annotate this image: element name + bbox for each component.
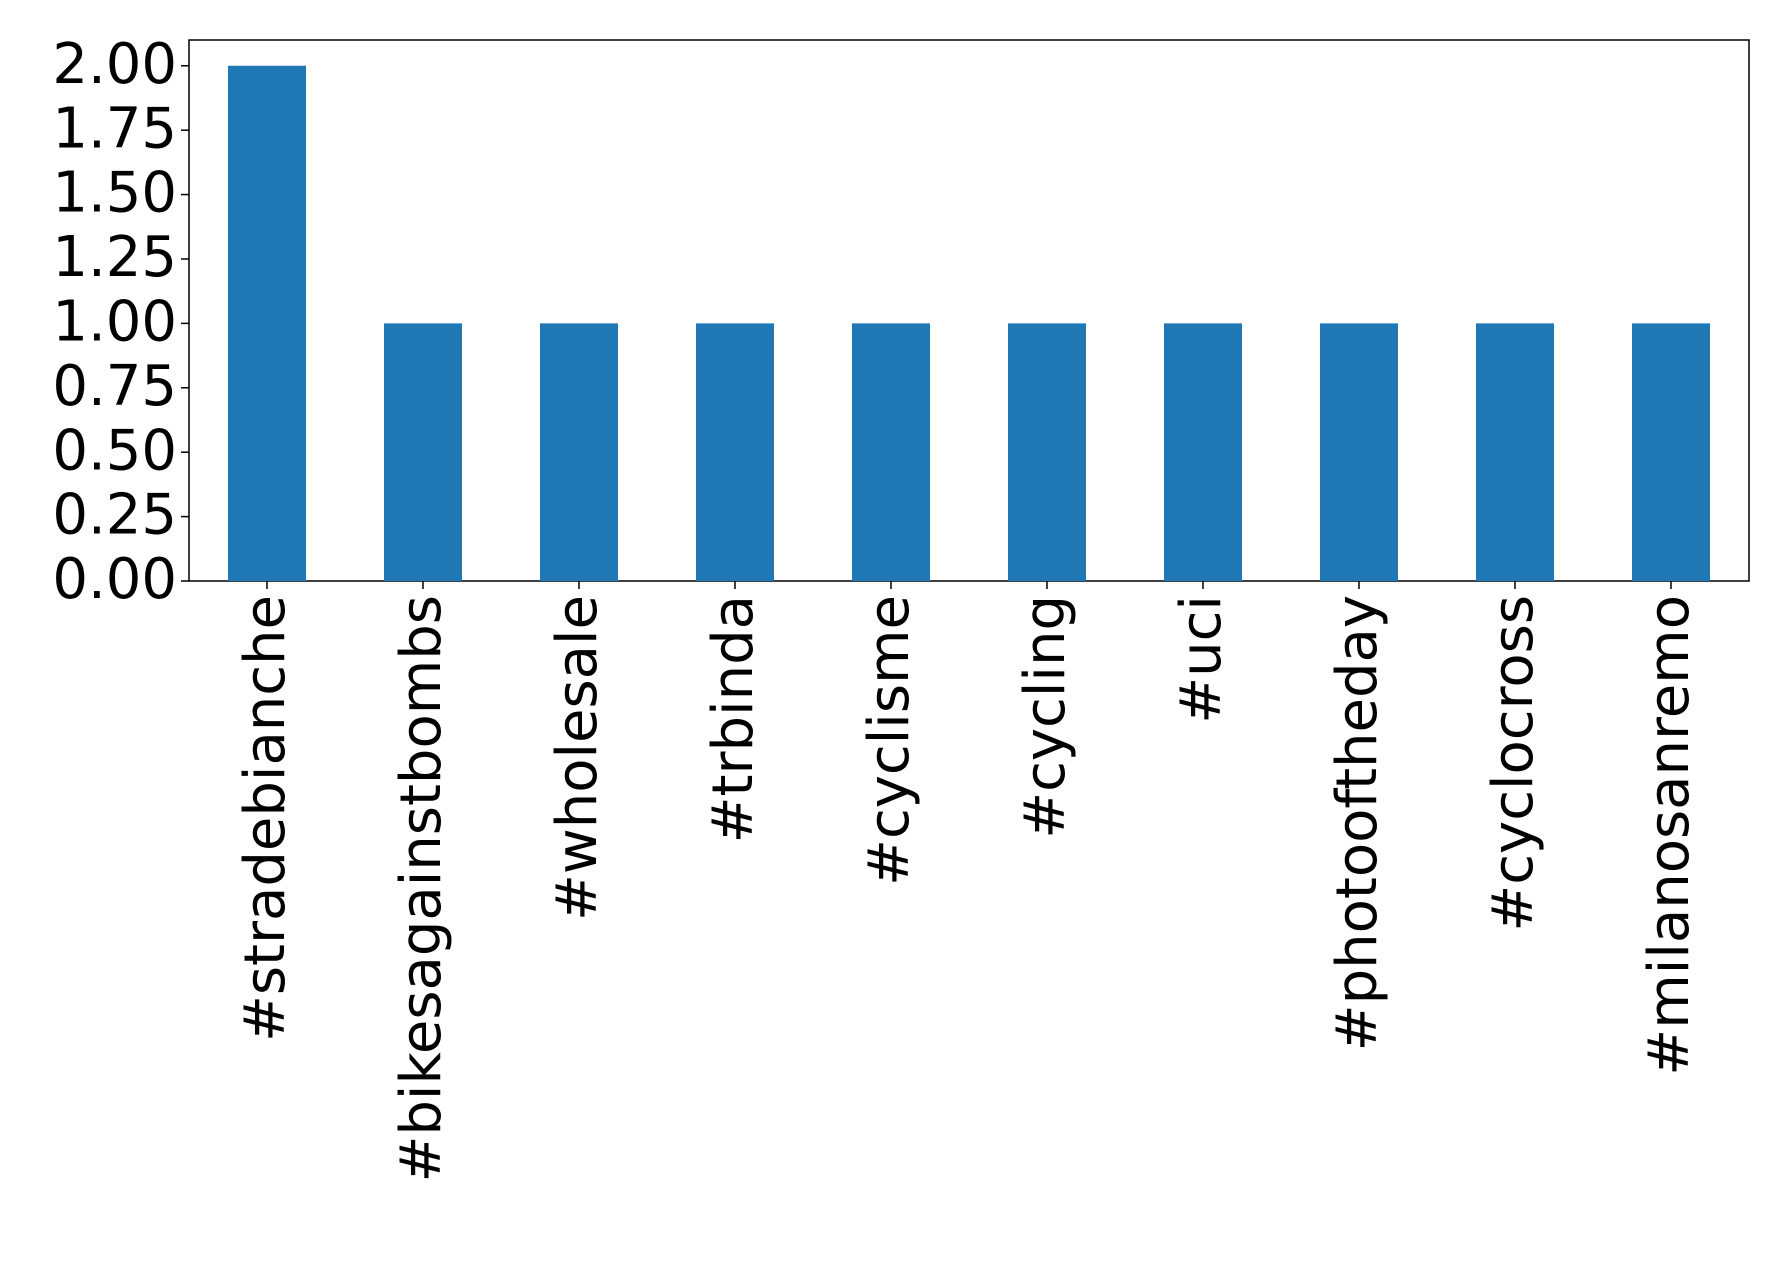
y-tick-label: 0.50 (52, 418, 177, 483)
x-tick-label: #photooftheday (1325, 595, 1390, 1051)
bar (1008, 323, 1086, 581)
x-tick-label: #bikesagainstbombs (389, 595, 454, 1183)
y-tick-label: 1.75 (52, 96, 177, 161)
y-tick-label: 0.00 (52, 547, 177, 612)
x-tick-label: #cycling (1013, 595, 1078, 839)
x-tick-label: #milanosanremo (1637, 595, 1702, 1076)
bar (696, 323, 774, 581)
bar (384, 323, 462, 581)
x-tick-label: #cyclisme (857, 595, 922, 886)
x-tick-label: #wholesale (545, 595, 610, 921)
y-tick-label: 1.50 (52, 161, 177, 226)
bar (1632, 323, 1710, 581)
bar (540, 323, 618, 581)
bar (1320, 323, 1398, 581)
bar (1476, 323, 1554, 581)
y-tick-label: 0.25 (52, 483, 177, 548)
x-tick-label: #uci (1169, 595, 1234, 724)
plot-frame (188, 39, 1750, 582)
x-tick-label: #stradebianche (233, 595, 298, 1042)
bar (228, 65, 306, 581)
bar (1164, 323, 1242, 581)
y-tick-label: 1.00 (52, 290, 177, 355)
y-tick-label: 1.25 (52, 225, 177, 290)
x-tick-label: #cyclocross (1481, 595, 1546, 932)
y-tick-label: 2.00 (52, 32, 177, 97)
bar (852, 323, 930, 581)
y-tick-label: 0.75 (52, 354, 177, 419)
x-tick-label: #trbinda (701, 595, 766, 843)
